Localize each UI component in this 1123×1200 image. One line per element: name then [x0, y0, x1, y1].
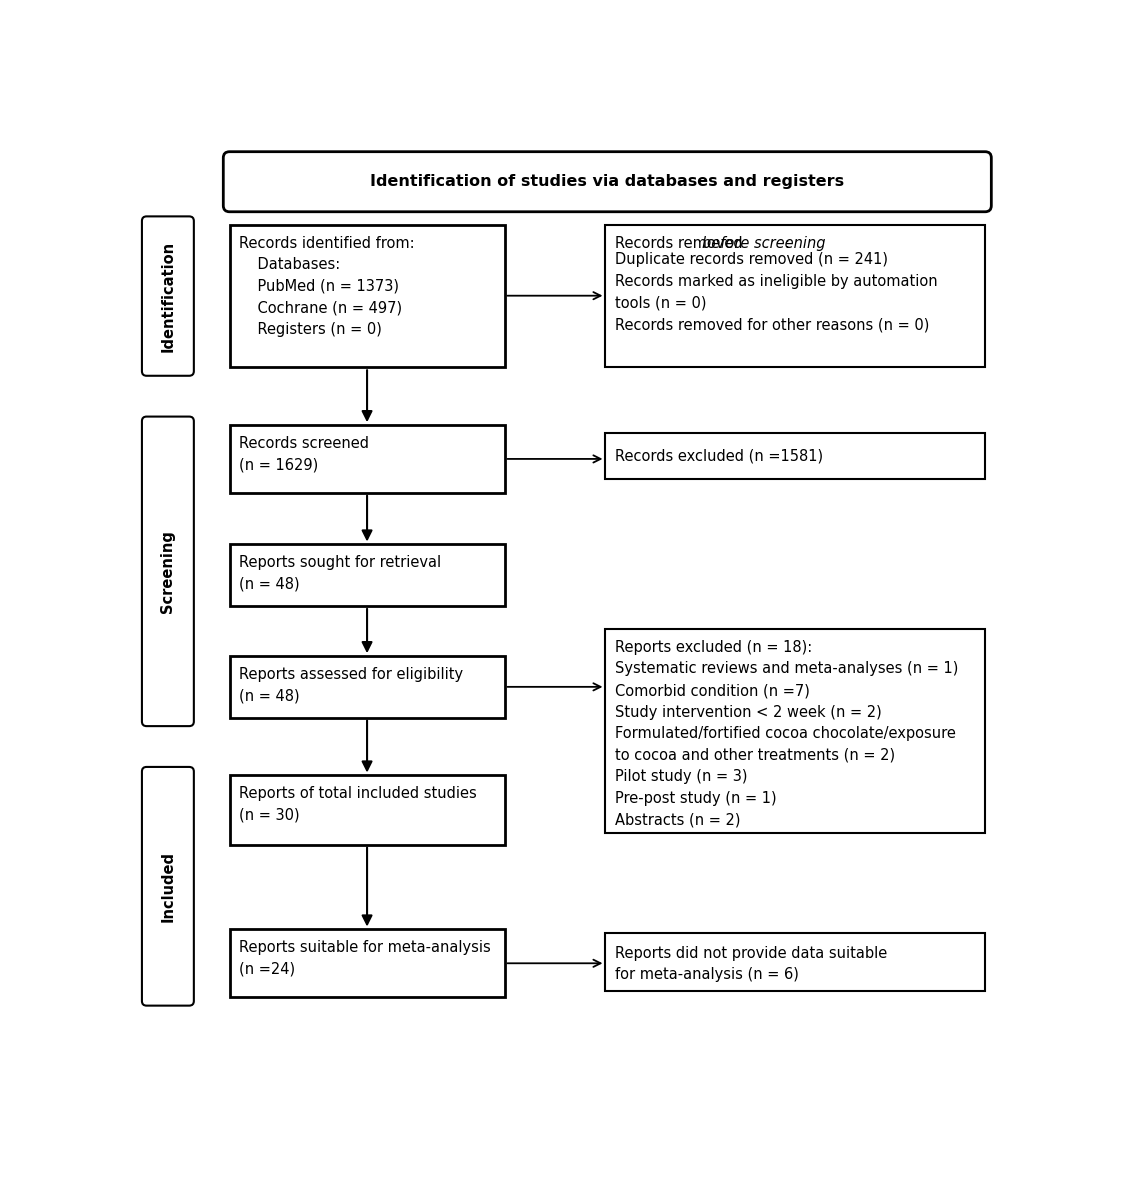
Text: Duplicate records removed (n = 241)
Records marked as ineligible by automation
t: Duplicate records removed (n = 241) Reco…	[614, 252, 938, 332]
FancyBboxPatch shape	[141, 416, 194, 726]
Bar	[229, 545, 504, 606]
Text: before screening: before screening	[702, 235, 825, 251]
Text: Reports suitable for meta-analysis
(n =24): Reports suitable for meta-analysis (n =2…	[239, 940, 491, 977]
FancyBboxPatch shape	[223, 151, 992, 211]
Bar	[229, 775, 504, 845]
Text: Records removed: Records removed	[614, 235, 747, 251]
Text: Records identified from:
    Databases:
    PubMed (n = 1373)
    Cochrane (n = : Records identified from: Databases: PubM…	[239, 235, 414, 337]
Text: Reports assessed for eligibility
(n = 48): Reports assessed for eligibility (n = 48…	[239, 667, 463, 703]
Bar	[229, 656, 504, 718]
Bar	[605, 934, 985, 991]
Text: Records excluded (n =1581): Records excluded (n =1581)	[614, 448, 823, 463]
FancyBboxPatch shape	[141, 216, 194, 376]
Text: Reports did not provide data suitable
for meta-analysis (n = 6): Reports did not provide data suitable fo…	[614, 946, 887, 982]
Bar	[229, 224, 504, 367]
Text: Reports sought for retrieval
(n = 48): Reports sought for retrieval (n = 48)	[239, 556, 441, 592]
Bar	[605, 224, 985, 367]
Text: Included: Included	[161, 851, 175, 922]
Text: Records screened
(n = 1629): Records screened (n = 1629)	[239, 436, 368, 473]
Text: Identification of studies via databases and registers: Identification of studies via databases …	[371, 174, 844, 190]
Bar	[605, 629, 985, 833]
Text: Reports excluded (n = 18):
Systematic reviews and meta-analyses (n = 1)
Comorbid: Reports excluded (n = 18): Systematic re…	[614, 640, 958, 828]
FancyBboxPatch shape	[141, 767, 194, 1006]
Text: Reports of total included studies
(n = 30): Reports of total included studies (n = 3…	[239, 786, 476, 823]
Text: Screening: Screening	[161, 530, 175, 613]
Bar	[229, 425, 504, 493]
Bar	[605, 433, 985, 479]
Text: Identification: Identification	[161, 240, 175, 352]
Text: :: :	[784, 235, 789, 251]
Bar	[229, 929, 504, 997]
